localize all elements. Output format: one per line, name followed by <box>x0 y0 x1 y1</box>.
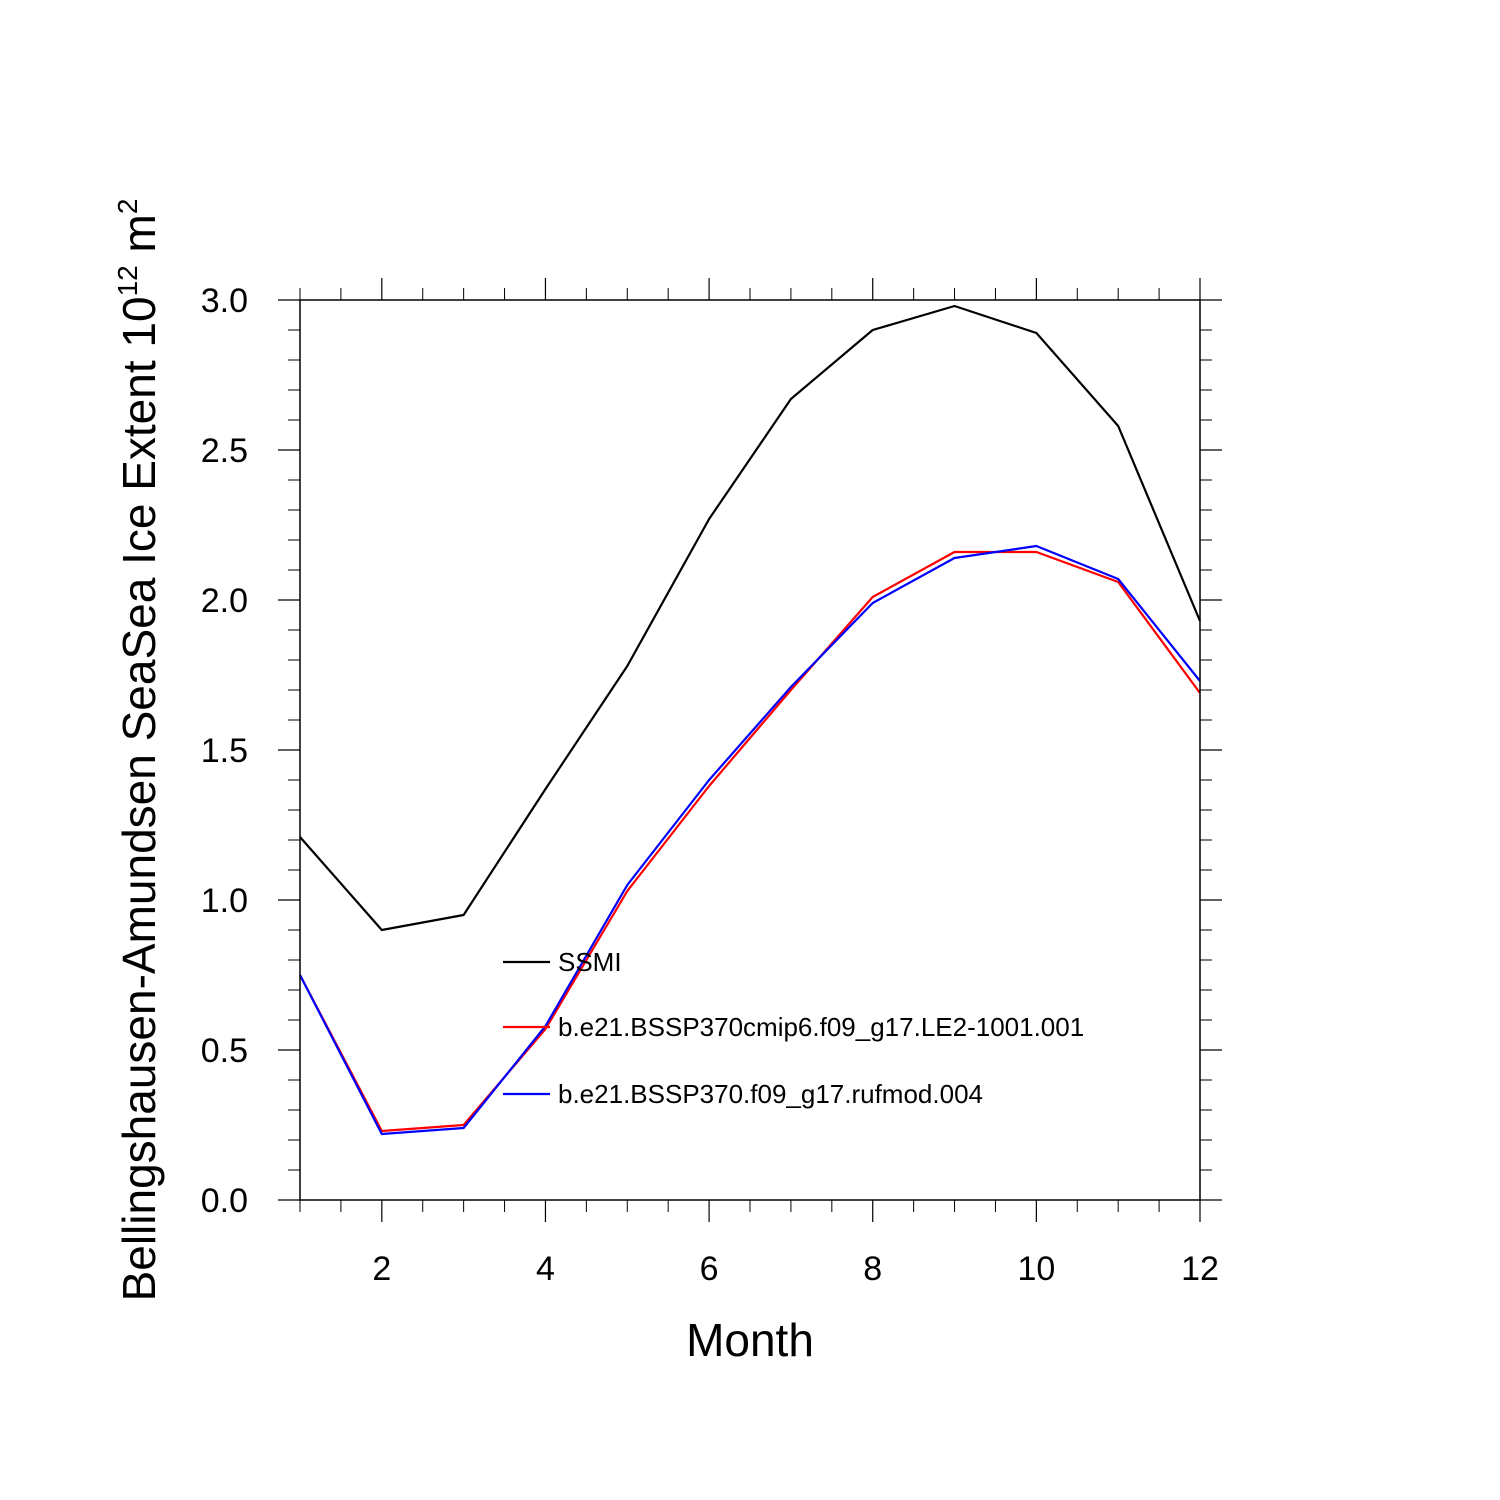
series-line-b-e21-bssp370-f09-g17-rufmod-004 <box>299 544 1201 1136</box>
y-tick-label: 1.5 <box>201 732 248 770</box>
plot-frame <box>299 299 1201 1201</box>
y-tick-label: 2.0 <box>201 582 248 620</box>
y-tick-labels: 0.0 0.5 1.0 1.5 2.0 2.5 3.0 <box>201 282 248 1220</box>
legend-label: SSMI <box>558 947 622 977</box>
x-tick-label: 2 <box>372 1250 391 1288</box>
minor-ticks <box>288 288 1212 1212</box>
x-tick-label: 12 <box>1181 1250 1219 1288</box>
y-axis-title-exponent: 12 <box>112 265 143 296</box>
x-tick-label: 4 <box>536 1250 555 1288</box>
legend-label: b.e21.BSSP370.f09_g17.rufmod.004 <box>558 1079 983 1109</box>
series-lines <box>299 304 1202 1136</box>
legend: SSMI b.e21.BSSP370cmip6.f09_g17.LE2-1001.… <box>503 947 1084 1109</box>
y-axis-title-unit: m <box>113 214 165 265</box>
y-tick-label: 3.0 <box>201 282 248 320</box>
x-tick-label: 8 <box>863 1250 882 1288</box>
major-ticks <box>278 278 1222 1222</box>
y-tick-label: 1.0 <box>201 882 248 920</box>
y-axis-title-unit-exponent: 2 <box>112 199 143 215</box>
x-axis-title: Month <box>686 1314 814 1366</box>
y-tick-label: 0.5 <box>201 1032 248 1070</box>
x-tick-label: 10 <box>1017 1250 1055 1288</box>
y-tick-label: 2.5 <box>201 432 248 470</box>
y-axis-title-main: Bellingshausen-Amundsen SeaSea Ice Exten… <box>113 296 165 1301</box>
series-line-ssmi <box>299 304 1202 932</box>
legend-label: b.e21.BSSP370cmip6.f09_g17.LE2-1001.001 <box>558 1012 1084 1042</box>
y-tick-label: 0.0 <box>201 1182 248 1220</box>
x-tick-labels: 2 4 6 8 10 12 <box>372 1250 1219 1288</box>
series-line-b-e21-bssp370cmip6-f09-g17-le2-1001-001 <box>299 550 1201 1133</box>
y-axis-title: Bellingshausen-Amundsen SeaSea Ice Exten… <box>112 199 165 1302</box>
x-tick-label: 6 <box>700 1250 719 1288</box>
